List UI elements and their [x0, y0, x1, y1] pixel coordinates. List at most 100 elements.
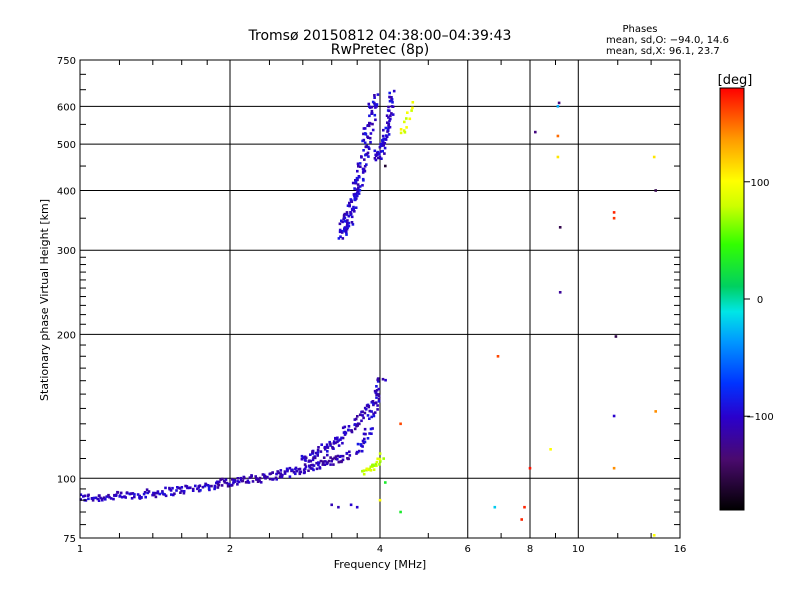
- data-point: [116, 491, 120, 494]
- data-point: [232, 479, 235, 483]
- data-point: [654, 189, 657, 192]
- data-point: [368, 114, 371, 118]
- data-point: [556, 134, 560, 138]
- data-point: [367, 102, 371, 106]
- data-point: [403, 120, 406, 124]
- data-point: [373, 113, 377, 117]
- data-point: [360, 449, 364, 453]
- data-point: [377, 387, 381, 391]
- data-point: [355, 176, 359, 180]
- data-point: [269, 472, 273, 475]
- data-point: [300, 457, 304, 461]
- data-point: [338, 228, 342, 232]
- data-point: [140, 496, 143, 499]
- data-point: [304, 459, 307, 462]
- data-point: [311, 450, 314, 453]
- data-point: [133, 495, 136, 499]
- data-point: [294, 467, 297, 471]
- data-point: [347, 214, 351, 218]
- data-point: [376, 151, 379, 155]
- data-point: [558, 226, 562, 229]
- data-point: [105, 495, 109, 498]
- data-point: [283, 470, 287, 473]
- data-point: [334, 455, 338, 458]
- data-point: [558, 291, 562, 294]
- data-point: [345, 213, 349, 216]
- data-point: [324, 445, 327, 449]
- data-point: [138, 497, 142, 500]
- data-point: [351, 223, 355, 226]
- data-point: [258, 479, 261, 483]
- data-point: [343, 216, 347, 220]
- data-point: [557, 101, 561, 105]
- data-point: [368, 468, 371, 471]
- data-point: [225, 481, 229, 485]
- data-point: [191, 489, 195, 492]
- data-point: [377, 397, 381, 401]
- data-point: [391, 105, 395, 108]
- data-point: [142, 492, 146, 496]
- chart-title: Tromsø 20150812 04:38:00–04:39:43: [248, 28, 512, 44]
- data-point: [340, 231, 344, 234]
- data-point: [175, 489, 178, 492]
- data-point: [371, 427, 374, 430]
- data-point: [347, 425, 351, 428]
- data-point: [362, 149, 365, 152]
- data-point: [652, 155, 656, 159]
- data-point: [258, 476, 262, 480]
- data-point: [390, 98, 394, 101]
- x-tick-label: 2: [227, 544, 233, 555]
- data-point: [355, 450, 359, 454]
- data-point: [251, 480, 255, 483]
- data-point: [357, 192, 361, 195]
- x-tick-label: 16: [674, 544, 687, 555]
- data-point: [556, 105, 560, 108]
- x-axis-label: Frequency [MHz]: [334, 558, 426, 571]
- data-point: [312, 456, 315, 459]
- data-point: [356, 192, 359, 195]
- colorbar: [719, 87, 745, 511]
- data-point: [341, 220, 344, 224]
- data-point: [161, 490, 164, 493]
- data-point: [378, 498, 382, 502]
- data-point: [236, 483, 239, 486]
- data-point: [168, 486, 171, 490]
- data-point: [346, 219, 349, 222]
- data-point: [364, 153, 367, 157]
- data-point: [372, 414, 376, 418]
- data-point: [347, 224, 351, 228]
- data-point: [372, 468, 376, 471]
- data-point: [324, 460, 327, 463]
- data-point: [361, 410, 364, 413]
- data-point: [348, 450, 351, 454]
- data-point: [370, 410, 373, 413]
- data-point: [375, 393, 378, 396]
- data-point: [101, 497, 104, 501]
- data-point: [104, 498, 107, 501]
- data-point: [343, 219, 347, 223]
- data-point: [182, 491, 186, 495]
- data-point: [216, 480, 219, 484]
- data-point: [376, 404, 379, 407]
- data-point: [130, 492, 133, 495]
- data-point: [353, 210, 356, 213]
- data-point: [191, 487, 195, 491]
- data-point: [334, 457, 338, 461]
- data-point: [156, 490, 160, 493]
- data-point: [341, 441, 344, 445]
- data-point: [379, 150, 383, 153]
- data-point: [399, 128, 403, 131]
- data-point: [326, 453, 329, 457]
- data-point: [344, 229, 347, 232]
- data-point: [371, 128, 375, 132]
- data-point: [146, 491, 150, 495]
- colorbar-tick-label: 0: [757, 295, 763, 306]
- data-point: [119, 491, 123, 495]
- data-point: [98, 494, 101, 497]
- data-point: [371, 464, 374, 467]
- data-point: [250, 474, 253, 477]
- data-point: [373, 149, 377, 153]
- data-point: [371, 122, 374, 126]
- data-point: [182, 490, 186, 493]
- data-point: [330, 503, 333, 507]
